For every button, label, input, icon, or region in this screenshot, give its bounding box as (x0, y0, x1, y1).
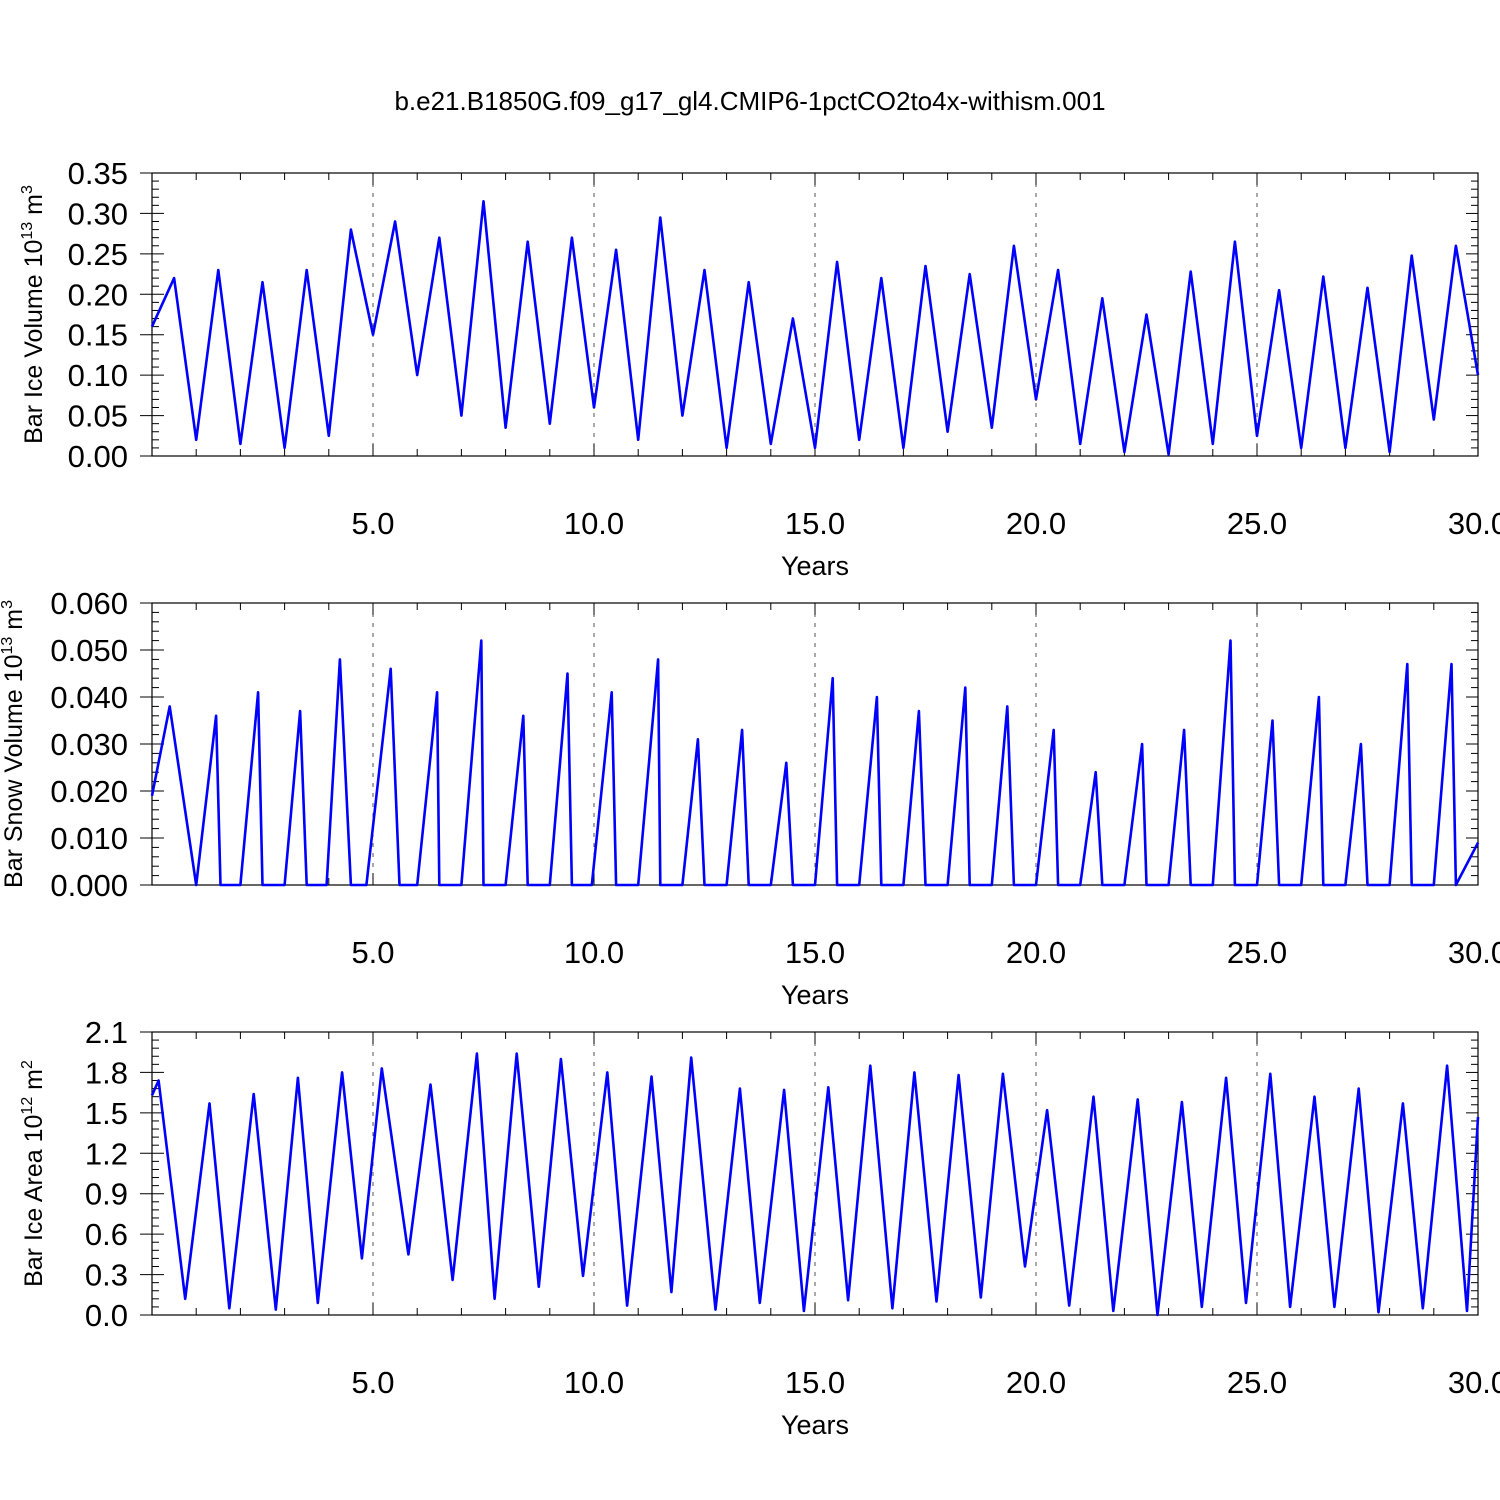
y-axis-label-part: m (20, 1069, 48, 1097)
y-axis-label-part: Bar Ice Volume 10 (20, 240, 48, 444)
x-tick-label: 30.0 (1448, 1365, 1500, 1400)
x-axis-label: Years (781, 551, 849, 581)
y-tick-label: 0.00 (68, 439, 128, 474)
chart-panel-3: 0.0 0.3 0.6 0.9 1.2 1.5 1.8 2.1 5.0 10.0 15.0 20.0 2… (19, 1015, 1500, 1440)
y-tick-label: 1.8 (85, 1055, 128, 1090)
x-tick-label: 25.0 (1227, 1365, 1287, 1400)
series-line (150, 1052, 1480, 1317)
y-tick-label: 0.10 (68, 358, 128, 393)
y-axis-label: Bar Snow Volume 1013 m3 (0, 600, 28, 888)
y-tick-label: 0.000 (50, 868, 128, 903)
x-tick-label: 10.0 (564, 1365, 624, 1400)
y-axis-label-part: 12 (19, 1097, 36, 1115)
y-axis-label: Bar Ice Volume 1013 m3 (19, 185, 48, 444)
y-tick-label: 0.30 (68, 196, 128, 231)
y-axis-label-part: m (20, 194, 48, 222)
x-tick-label: 25.0 (1227, 506, 1287, 541)
series-line (150, 200, 1480, 456)
x-tick-label: 30.0 (1448, 935, 1500, 970)
x-tick-label: 15.0 (785, 506, 845, 541)
y-axis-label-part: m (0, 609, 28, 637)
y-tick-label: 0.6 (85, 1217, 128, 1252)
y-tick-label: 0.05 (68, 399, 128, 434)
y-tick-label: 0.030 (50, 727, 128, 762)
x-tick-label: 15.0 (785, 1365, 845, 1400)
y-axis-label-part: Bar Ice Area 10 (20, 1115, 48, 1287)
y-axis-label-part: 3 (19, 185, 36, 194)
x-tick-label: 15.0 (785, 935, 845, 970)
x-tick-label: 20.0 (1006, 506, 1066, 541)
y-axis-label: Bar Ice Area 1012 m2 (19, 1060, 48, 1287)
chart-panel-2: 0.000 0.010 0.020 0.030 0.040 0.050 0.060 5.0 10… (0, 586, 1500, 1010)
x-tick-label: 20.0 (1006, 1365, 1066, 1400)
series-line (150, 639, 1480, 887)
y-tick-label: 0.050 (50, 633, 128, 668)
y-tick-label: 0.15 (68, 318, 128, 353)
y-tick-label: 0.35 (68, 156, 128, 191)
x-tick-label: 10.0 (564, 506, 624, 541)
y-axis-label-part: Bar Snow Volume 10 (0, 655, 28, 888)
y-axis-label-part: 13 (0, 637, 16, 655)
x-tick-label: 5.0 (351, 935, 394, 970)
y-tick-label: 0.040 (50, 680, 128, 715)
x-axis-label: Years (781, 1410, 849, 1440)
y-tick-label: 0.25 (68, 237, 128, 272)
x-tick-label: 25.0 (1227, 935, 1287, 970)
y-tick-label: 0.0 (85, 1298, 128, 1333)
y-tick-label: 0.9 (85, 1177, 128, 1212)
y-tick-label: 1.5 (85, 1096, 128, 1131)
plot-frame (151, 172, 1479, 457)
plot-frame (151, 1031, 1479, 1316)
x-tick-label: 5.0 (351, 506, 394, 541)
x-tick-label: 5.0 (351, 1365, 394, 1400)
y-tick-label: 0.060 (50, 586, 128, 621)
figure-title: b.e21.B1850G.f09_g17_gl4.CMIP6-1pctCO2to… (394, 86, 1105, 116)
y-tick-label: 0.010 (50, 821, 128, 856)
y-tick-label: 0.3 (85, 1258, 128, 1293)
x-tick-label: 10.0 (564, 935, 624, 970)
chart-panel-1: 0.00 0.05 0.10 0.15 0.20 0.25 0.30 0.35 5.0 10.0 1… (19, 156, 1500, 581)
x-tick-label: 20.0 (1006, 935, 1066, 970)
y-axis-label-part: 2 (19, 1060, 36, 1069)
y-axis-label-part: 3 (0, 600, 16, 609)
y-tick-label: 0.020 (50, 774, 128, 809)
x-tick-label: 30.0 (1448, 506, 1500, 541)
panels: 0.00 0.05 0.10 0.15 0.20 0.25 0.30 0.35 5.0 10.0 1… (0, 156, 1500, 1440)
x-axis-label: Years (781, 980, 849, 1010)
y-tick-label: 2.1 (85, 1015, 128, 1050)
y-tick-label: 1.2 (85, 1136, 128, 1171)
y-axis-label-part: 13 (19, 222, 36, 240)
y-tick-label: 0.20 (68, 277, 128, 312)
